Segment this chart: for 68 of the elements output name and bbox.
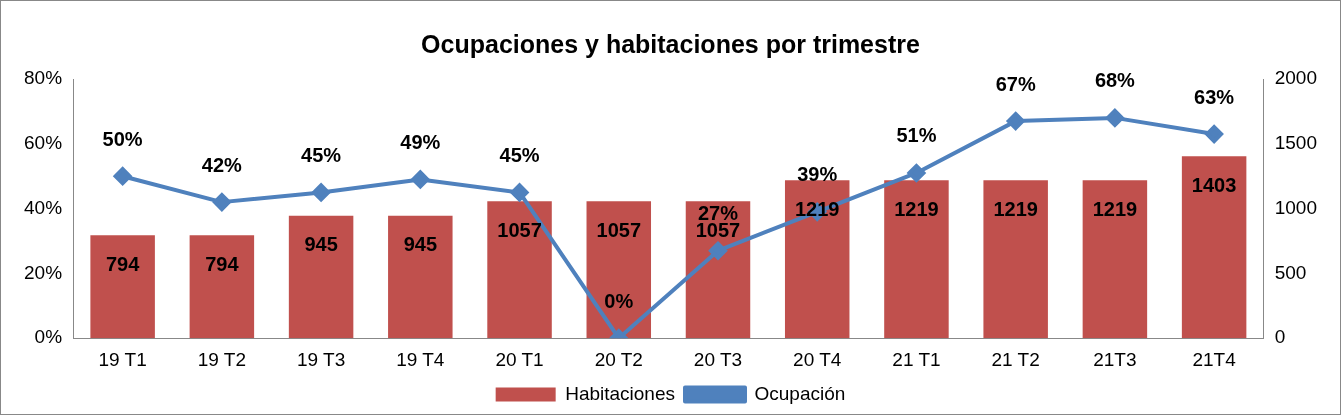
point — [1006, 112, 1025, 131]
y2-tick-label: 2000 — [1274, 67, 1318, 89]
data-label: 0% — [604, 289, 634, 312]
bar — [983, 180, 1048, 339]
data-label: 63% — [1194, 85, 1235, 108]
point — [212, 193, 231, 212]
data-label: 945 — [304, 233, 338, 256]
x-tick-label: 20 T2 — [594, 348, 643, 370]
bar — [90, 235, 155, 339]
x-tick-label: 21 T2 — [991, 348, 1040, 370]
x-tick-label: 20 T3 — [693, 348, 743, 370]
bar — [685, 201, 751, 339]
bar — [586, 201, 652, 339]
data-label: 1219 — [993, 197, 1038, 220]
data-label: 1219 — [1092, 197, 1138, 220]
data-label: 49% — [400, 130, 441, 153]
bar — [1082, 180, 1148, 339]
point — [510, 183, 529, 202]
y2-tick-label: 1500 — [1274, 132, 1318, 154]
data-label: 50% — [102, 127, 143, 150]
data-label: 794 — [105, 252, 141, 275]
chart-title: Ocupaciones y habitaciones por trimestre — [421, 29, 920, 58]
point — [1105, 108, 1124, 127]
bar — [884, 180, 949, 339]
y-tick-label: 40% — [24, 196, 63, 218]
x-tick-label: 19 T2 — [197, 348, 246, 370]
data-label: 1403 — [1191, 173, 1237, 196]
point — [1205, 125, 1224, 144]
bar — [487, 201, 552, 339]
x-tick-label: 21 T1 — [892, 348, 941, 370]
y2-tick-label: 500 — [1274, 261, 1307, 283]
x-tick-label: 20 T4 — [793, 348, 842, 370]
data-label: 945 — [403, 233, 437, 256]
y-tick-label: 60% — [24, 132, 63, 154]
data-label: 1219 — [894, 197, 939, 220]
y2-tick-label: 0 — [1274, 326, 1286, 348]
point — [708, 241, 727, 260]
y-tick-label: 80% — [24, 67, 63, 89]
x-tick-label: 20 T1 — [495, 348, 544, 370]
point — [907, 163, 926, 182]
x-tick-label: 21T4 — [1192, 348, 1237, 370]
data-label: 42% — [201, 153, 243, 176]
point — [113, 167, 132, 186]
y2-tick-label: 1000 — [1274, 196, 1318, 218]
x-tick-label: 21T3 — [1093, 348, 1137, 370]
x-tick-label: 19 T3 — [296, 348, 346, 370]
x-tick-label: 19 T1 — [98, 348, 147, 370]
bar — [288, 215, 354, 339]
y-tick-label: 20% — [24, 261, 63, 283]
data-label: 39% — [797, 163, 838, 186]
data-label: 794 — [205, 252, 240, 275]
legend-label: Ocupación — [754, 382, 846, 404]
data-label: 45% — [301, 143, 342, 166]
data-label: 1057 — [497, 218, 542, 241]
bar — [189, 235, 255, 339]
data-label: 45% — [499, 143, 540, 166]
bar — [784, 180, 850, 339]
x-tick-label: 19 T4 — [396, 348, 445, 370]
data-label: 67% — [995, 72, 1036, 95]
bar — [388, 215, 453, 339]
y-tick-label: 0% — [34, 326, 63, 348]
bar — [1181, 156, 1247, 339]
data-label: 51% — [896, 124, 937, 147]
point — [411, 170, 430, 189]
point — [312, 183, 331, 202]
legend-label: Habitaciones — [565, 382, 675, 404]
data-label: 1057 — [596, 218, 642, 241]
data-label: 68% — [1094, 69, 1136, 92]
